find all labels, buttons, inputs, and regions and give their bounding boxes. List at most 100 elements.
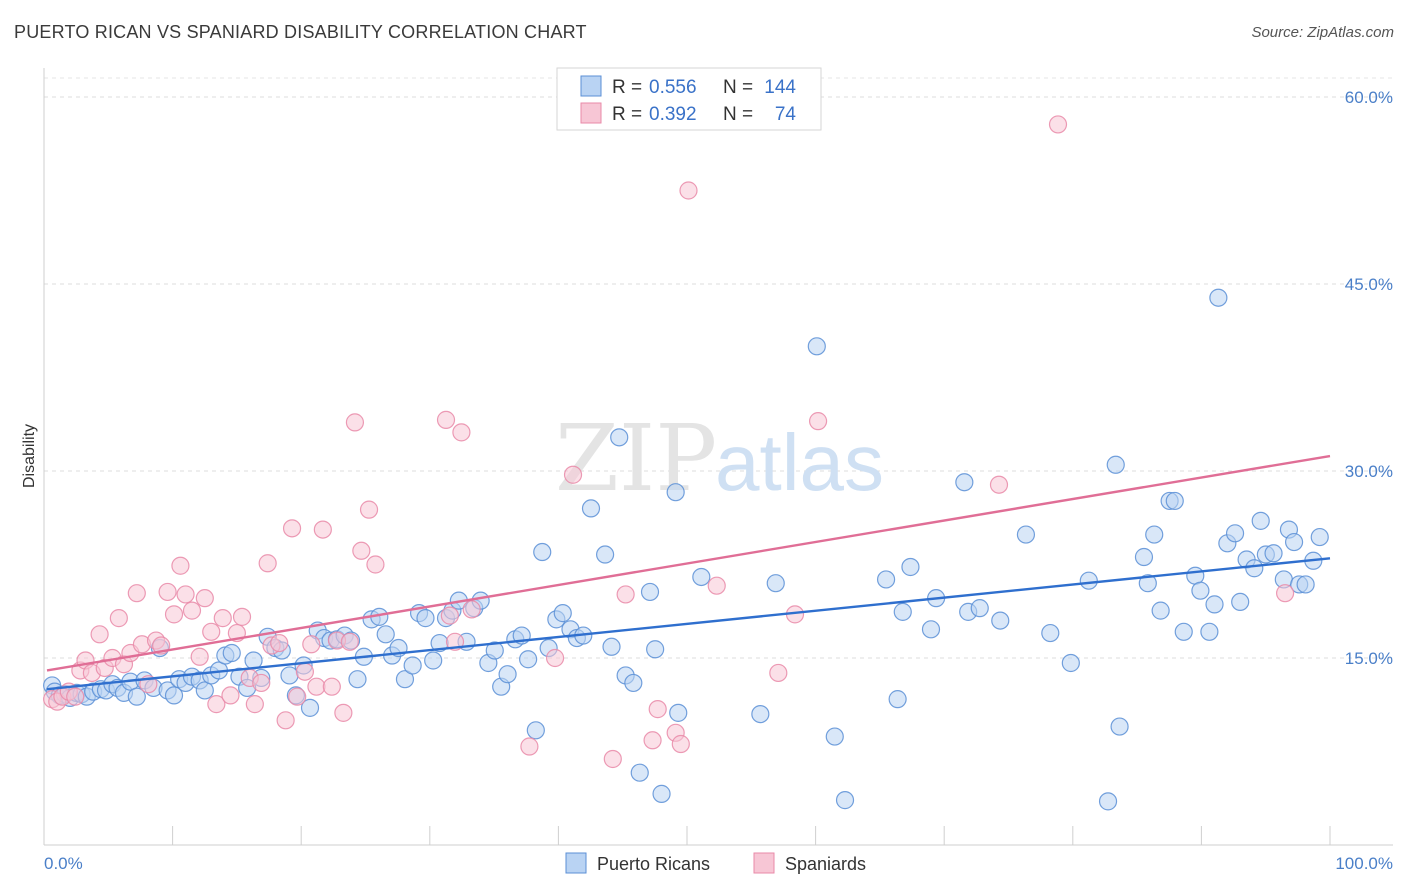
bottom-legend: Puerto Ricans Spaniards [565,852,866,874]
spaniard-point [213,609,232,628]
spaniard-point [440,606,459,625]
trend-line-spaniards [46,454,1331,672]
puerto-rican-point [876,570,896,589]
spaniard-point [679,181,698,200]
spaniard-point [345,413,365,432]
puerto-rican-point [901,557,920,577]
puerto-rican-point [602,637,621,656]
spaniard-point [164,605,184,624]
puerto-rican-point [485,641,504,660]
spaniard-point [176,585,195,604]
puerto-rican-point [1110,717,1129,736]
chart-title: PUERTO RICAN VS SPANIARD DISABILITY CORR… [14,22,587,42]
legend-r-value-2: 0.392 [649,104,697,125]
spaniard-point [313,520,332,539]
puerto-rican-point [533,542,552,562]
y-axis-label: Disability [21,424,38,488]
puerto-rican-point [652,784,671,803]
puerto-rican-point [1310,527,1329,547]
puerto-rican-point [646,640,665,659]
puerto-rican-point [1296,575,1315,594]
puerto-rican-point [751,704,770,724]
puerto-rican-point [127,687,146,706]
y-tick-label-30: 30.0% [1345,462,1393,481]
spaniard-point [232,607,252,626]
spaniard-point [452,423,471,442]
y-tick-label-45: 45.0% [1345,275,1393,294]
legend-r-label-1: R = [612,77,642,98]
puerto-rican-point [1251,511,1270,530]
data-points [43,115,1329,811]
x-tick-label-0: 0.0% [44,854,83,873]
puerto-rican-point [403,656,422,675]
spaniard-point [808,412,828,431]
spaniard-point [340,632,359,651]
spaniard-point [295,662,314,681]
spaniard-point [66,687,85,706]
spaniard-point [127,584,146,603]
puerto-rican-point [970,599,989,618]
spaniard-point [462,600,481,619]
spaniard-point [307,677,326,696]
spaniard-point [359,500,379,519]
puerto-rican-point [692,567,711,587]
spaniard-point [603,749,622,769]
puerto-rican-point [1284,532,1304,552]
puerto-rican-point [222,643,241,663]
puerto-rican-point [1225,524,1245,543]
spaniard-point [190,647,209,666]
puerto-rican-point [991,611,1010,630]
puerto-rican-point [1200,622,1219,641]
puerto-rican-point [581,499,601,518]
spaniard-point [616,585,635,604]
spaniard-point [245,695,264,714]
watermark-atlas: atlas [715,418,884,507]
puerto-rican-point [1245,559,1264,578]
spaniard-point [207,695,226,714]
puerto-rican-point [348,670,367,689]
puerto-rican-point [1138,574,1157,593]
puerto-rican-point [553,604,572,623]
puerto-rican-point [1134,547,1154,567]
bottom-label-spaniards: Spaniards [785,854,866,874]
spaniard-point [276,711,295,730]
legend-r-value-1: 0.556 [649,77,697,98]
puerto-rican-point [395,670,415,689]
puerto-rican-point [669,703,688,722]
spaniard-point [322,677,341,696]
puerto-rican-point [596,545,615,564]
series-puerto-ricans [43,288,1329,811]
puerto-rican-point [1016,525,1036,544]
puerto-rican-point [1264,544,1283,563]
puerto-rican-point [630,763,649,782]
puerto-rican-point [424,651,443,670]
spaniard-point [282,519,302,538]
spaniard-point [258,554,277,573]
puerto-rican-point [1191,581,1210,600]
legend: R = 0.556 N = 144 R = 0.392 N = 74 [556,67,822,131]
puerto-rican-point [1041,623,1060,643]
x-tick-labels: 0.0% 100.0% [44,854,1393,873]
puerto-rican-point [1165,491,1184,511]
spaniard-point [302,635,321,654]
series-spaniards [43,115,1295,769]
legend-n-label-2: N = [723,104,753,125]
puerto-rican-point [280,666,299,685]
trend-line-puerto-ricans [46,557,1331,691]
spaniard-point [90,625,109,644]
puerto-rican-point [416,609,435,628]
spaniard-point [643,731,662,750]
spaniard-point [671,734,690,754]
spaniard-point [352,541,371,560]
watermark-zip: ZIP [555,405,717,512]
spaniard-point [109,609,128,628]
puerto-rican-point [921,620,941,639]
spaniard-point [195,589,214,608]
puerto-rican-point [376,625,395,644]
puerto-rican-point [766,574,785,593]
legend-n-value-2: 74 [775,104,797,125]
spaniard-point [1275,584,1295,603]
spaniard-point [563,465,583,484]
trend-lines [46,454,1331,691]
legend-swatch-spaniards [580,102,602,124]
